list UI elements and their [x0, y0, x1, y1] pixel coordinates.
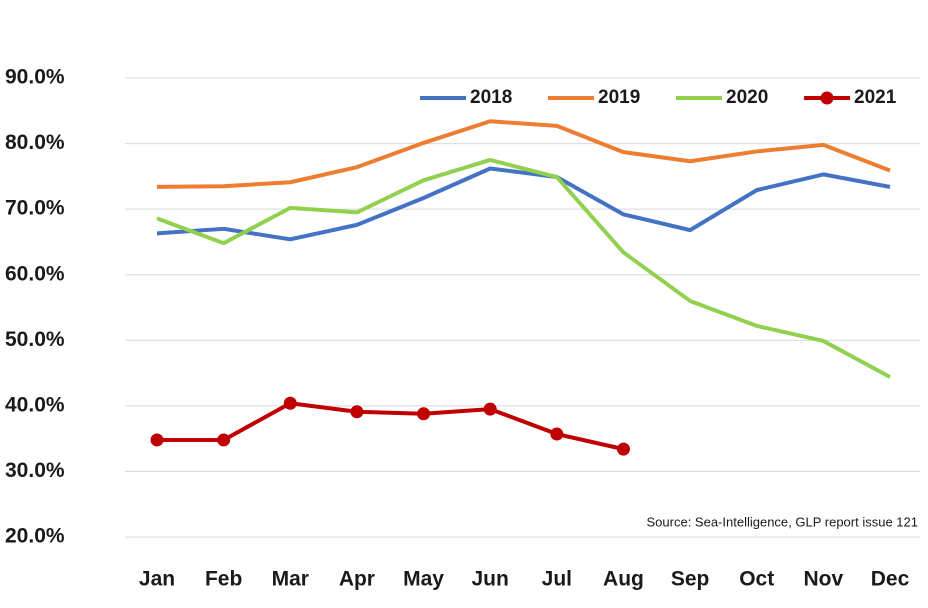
legend-label: 2021: [854, 87, 897, 108]
point: [616, 442, 630, 456]
x-tick-label: Aug: [603, 568, 644, 591]
legend-label: 2020: [726, 87, 768, 108]
point: [283, 396, 297, 410]
point: [550, 427, 564, 441]
y-tick-label: 80.0%: [5, 131, 65, 154]
x-tick-label: Apr: [339, 568, 375, 591]
point: [483, 402, 497, 416]
x-tick-label: Sep: [671, 568, 710, 591]
series-line: [156, 166, 891, 242]
y-tick-label: 30.0%: [5, 459, 65, 482]
series-line: [157, 401, 624, 452]
y-tick-label: 70.0%: [5, 197, 65, 220]
point: [350, 405, 364, 419]
source-note: Source: Sea-Intelligence, GLP report iss…: [647, 514, 918, 529]
y-tick-label: 40.0%: [5, 393, 65, 416]
x-tick-label: Jan: [139, 568, 175, 591]
x-tick-label: Jul: [542, 568, 572, 591]
x-tick-label: Oct: [739, 568, 774, 591]
legend-label: 2019: [598, 87, 640, 108]
x-tick-label: Jun: [472, 568, 509, 591]
x-tick-label: Mar: [272, 568, 309, 591]
series-line: [156, 157, 891, 379]
legend-marker: [820, 91, 834, 105]
y-tick-label: 20.0%: [5, 525, 65, 548]
x-tick-label: Dec: [871, 568, 910, 591]
legend-label: 2018: [470, 87, 512, 108]
y-tick-label: 90.0%: [5, 66, 65, 89]
x-tick-label: May: [403, 568, 444, 591]
series-line: [156, 119, 891, 189]
point: [217, 433, 231, 447]
y-tick-label: 60.0%: [5, 262, 65, 285]
x-tick-label: Feb: [205, 568, 242, 591]
x-tick-label: Nov: [804, 568, 844, 591]
y-tick-label: 50.0%: [5, 328, 65, 351]
point: [417, 407, 431, 421]
point: [150, 433, 164, 447]
